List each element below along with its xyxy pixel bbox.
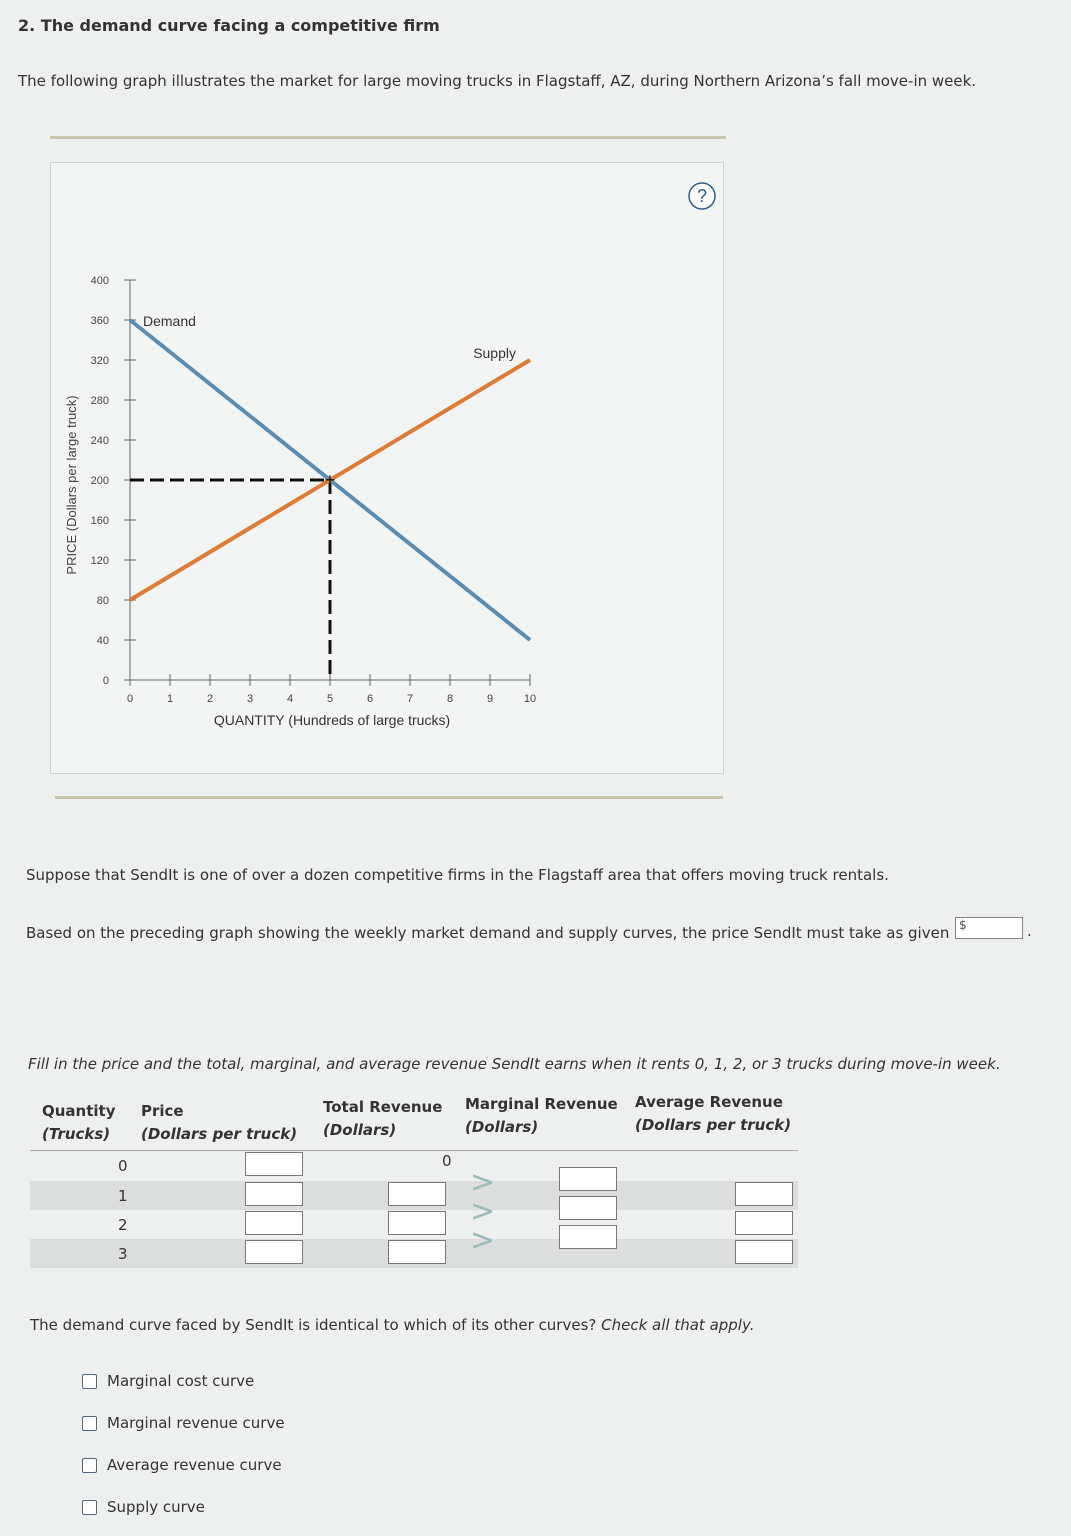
help-button[interactable] bbox=[688, 182, 716, 210]
quantity: 1 bbox=[118, 1187, 128, 1205]
x-tick-label: 3 bbox=[247, 693, 253, 705]
question-1: Suppose that SendIt is one of over a doz… bbox=[26, 866, 889, 884]
option-label[interactable]: Supply curve bbox=[107, 1498, 205, 1516]
question-3: Fill in the price and the total, margina… bbox=[28, 1055, 1001, 1073]
header-unit: (Dollars per truck) bbox=[141, 1125, 298, 1143]
header-line: Average Revenue bbox=[635, 1093, 783, 1111]
y-tick-label: 400 bbox=[91, 275, 109, 287]
x-tick-label: 2 bbox=[207, 693, 213, 705]
table-header: Price (Dollars per truck) bbox=[141, 1100, 297, 1146]
quantity: 3 bbox=[118, 1245, 128, 1263]
price-input[interactable] bbox=[245, 1152, 303, 1176]
title: 2. The demand curve facing a competitive… bbox=[18, 16, 440, 35]
option-label[interactable]: Marginal revenue curve bbox=[107, 1414, 285, 1432]
x-tick-label: 7 bbox=[407, 693, 413, 705]
price-input[interactable] bbox=[245, 1240, 303, 1264]
marginal-revenue-input[interactable] bbox=[559, 1225, 617, 1249]
average-revenue-input[interactable] bbox=[735, 1240, 793, 1264]
period: . bbox=[1027, 922, 1032, 940]
total-revenue: 0 bbox=[442, 1152, 452, 1170]
y-tick-label: 0 bbox=[103, 675, 109, 687]
total-revenue-input[interactable] bbox=[388, 1240, 446, 1264]
price-input[interactable] bbox=[245, 1211, 303, 1235]
x-tick-label: 0 bbox=[127, 693, 133, 705]
table-header: Marginal Revenue (Dollars) bbox=[465, 1093, 618, 1139]
question-4-note: Check all that apply. bbox=[601, 1316, 755, 1334]
y-tick-label: 160 bbox=[91, 515, 109, 527]
total-revenue-input[interactable] bbox=[388, 1182, 446, 1206]
x-tick-label: 1 bbox=[167, 693, 173, 705]
header-unit: (Dollars per truck) bbox=[635, 1116, 792, 1134]
y-tick-label: 320 bbox=[91, 355, 109, 367]
quantity: 2 bbox=[118, 1216, 128, 1234]
average-revenue-input[interactable] bbox=[735, 1211, 793, 1235]
question-2: Based on the preceding graph showing the… bbox=[26, 924, 967, 942]
header-line: Total Revenue bbox=[323, 1098, 443, 1116]
total-revenue-input[interactable] bbox=[388, 1211, 446, 1235]
average-revenue-input[interactable] bbox=[735, 1182, 793, 1206]
line bbox=[128, 358, 532, 602]
option-label[interactable]: Average revenue curve bbox=[107, 1456, 282, 1474]
option-label[interactable]: Marginal cost curve bbox=[107, 1372, 255, 1390]
intro: The following graph illustrates the mark… bbox=[18, 72, 977, 90]
marginal-revenue-input[interactable] bbox=[559, 1167, 617, 1191]
header-rule bbox=[30, 1150, 798, 1151]
y-tick-label: 280 bbox=[91, 395, 109, 407]
table-header: Total Revenue (Dollars) bbox=[323, 1096, 442, 1142]
help-label[interactable]: ? bbox=[697, 186, 707, 206]
rule bbox=[55, 796, 723, 799]
question-4-text: The demand curve faced by SendIt is iden… bbox=[30, 1316, 597, 1334]
x-tick-label: 9 bbox=[487, 693, 493, 705]
header-line: Marginal Revenue bbox=[465, 1095, 618, 1113]
header-line: Price bbox=[141, 1102, 184, 1120]
price-input[interactable]: $ bbox=[955, 917, 1023, 939]
currency: $ bbox=[959, 918, 967, 932]
header-unit: (Trucks) bbox=[42, 1125, 111, 1143]
quantity: 0 bbox=[118, 1157, 128, 1175]
chart: ? PRICE (Dollars per large truck) QUANTI… bbox=[64, 182, 716, 728]
arrow: > bbox=[470, 1194, 496, 1229]
checkbox[interactable] bbox=[82, 1374, 97, 1389]
series-label: Demand bbox=[143, 313, 196, 329]
question-4: The demand curve faced by SendIt is iden… bbox=[30, 1316, 754, 1334]
header-unit: (Dollars) bbox=[465, 1118, 539, 1136]
x-axis-label: QUANTITY (Hundreds of large trucks) bbox=[214, 712, 450, 728]
chart-box bbox=[50, 162, 724, 774]
x-tick-label: 6 bbox=[367, 693, 373, 705]
y-tick-label: 40 bbox=[97, 635, 109, 647]
x-tick-label: 10 bbox=[524, 693, 536, 705]
y-tick-label: 360 bbox=[91, 315, 109, 327]
y-tick-label: 120 bbox=[91, 555, 109, 567]
checkbox[interactable] bbox=[82, 1416, 97, 1431]
marginal-revenue-input[interactable] bbox=[559, 1196, 617, 1220]
header-unit: (Dollars) bbox=[323, 1121, 397, 1139]
x-tick-label: 5 bbox=[327, 693, 333, 705]
y-tick-label: 200 bbox=[91, 475, 109, 487]
table-row bbox=[30, 1151, 798, 1180]
x-tick-label: 4 bbox=[287, 693, 293, 705]
arrow: > bbox=[470, 1165, 496, 1200]
header-line: Quantity bbox=[42, 1102, 116, 1120]
table-header: Average Revenue (Dollars per truck) bbox=[635, 1091, 791, 1137]
equilibrium-marker: + bbox=[325, 470, 336, 490]
rule bbox=[50, 136, 726, 139]
checkbox[interactable] bbox=[82, 1500, 97, 1515]
checkbox[interactable] bbox=[82, 1458, 97, 1473]
y-tick-label: 240 bbox=[91, 435, 109, 447]
table-header: Quantity (Trucks) bbox=[42, 1100, 116, 1146]
y-axis-label: PRICE (Dollars per large truck) bbox=[64, 395, 79, 574]
y-tick-label: 80 bbox=[97, 595, 109, 607]
price-input[interactable] bbox=[245, 1182, 303, 1206]
x-tick-label: 8 bbox=[447, 693, 453, 705]
arrow: > bbox=[470, 1223, 496, 1258]
series-label: Supply bbox=[473, 345, 516, 361]
